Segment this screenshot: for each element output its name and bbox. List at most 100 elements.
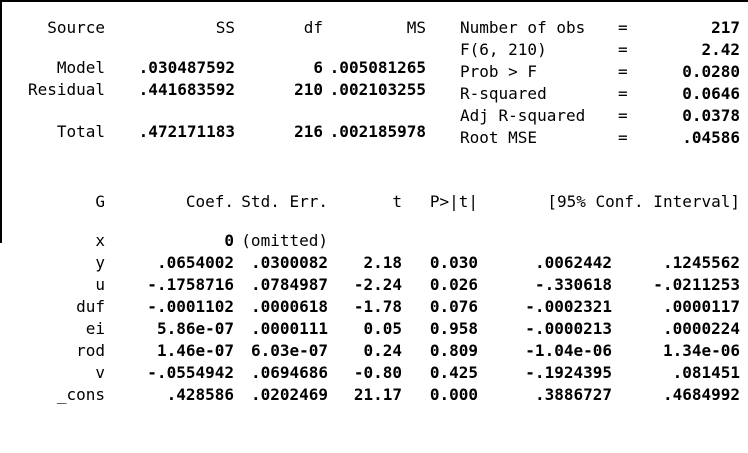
stderr-header: Std. Err. [241, 192, 328, 211]
coef-row-u: u -.1758716 .0784987 -2.24 0.026 -.33061… [0, 274, 744, 296]
p-header: P>|t| [429, 192, 478, 211]
ss-value: .441683592 [138, 80, 235, 99]
ss-value: .472171183 [138, 122, 235, 141]
stat-value: .04586 [682, 128, 740, 147]
coef-row-rod: rod 1.46e-07 6.03e-07 0.24 0.809 -1.04e-… [0, 340, 744, 362]
p-value: 0.030 [429, 253, 478, 272]
t-value: -0.80 [353, 363, 402, 382]
stat-value: 217 [711, 18, 740, 37]
ci-high-value: .0000224 [662, 319, 740, 338]
ms-value: .005081265 [329, 58, 426, 77]
coef-row-duf: duf -.0001102 .0000618 -1.78 0.076 -.000… [0, 296, 744, 318]
var-label: _cons [56, 385, 105, 404]
var-label: duf [76, 297, 105, 316]
stat-row-r-squared: R-squared = 0.0646 [460, 83, 740, 105]
anova-header-ms: MS [406, 18, 426, 37]
coef-divider [0, 0, 2, 243]
stat-label: Number of obs [460, 18, 586, 37]
source-label: Model [56, 58, 105, 77]
t-value: -1.78 [353, 297, 402, 316]
ci-high-value: 1.34e-06 [662, 341, 740, 360]
p-value: 0.000 [429, 385, 478, 404]
stderr-value: 6.03e-07 [250, 341, 328, 360]
stat-label: Adj R-squared [460, 106, 586, 125]
ci-high-value: .4684992 [662, 385, 740, 404]
df-value: 6 [313, 58, 323, 77]
var-label: ei [85, 319, 105, 338]
coef-row-v: v -.0554942 .0694686 -0.80 0.425 -.19243… [0, 362, 744, 384]
omitted-note: (omitted) [241, 231, 328, 250]
ci-header: [95% Conf. Interval] [547, 192, 740, 211]
p-value: 0.026 [429, 275, 478, 294]
ci-low-value: -.1924395 [525, 363, 612, 382]
t-value [332, 230, 406, 252]
anova-header-df: df [303, 18, 323, 37]
equals-sign: = [618, 128, 628, 147]
ci-low-value [482, 230, 616, 252]
ci-low-value: .0062442 [534, 253, 612, 272]
ci-low-value: .3886727 [534, 385, 612, 404]
anova-row-model: Model .030487592 6 .005081265 [0, 57, 430, 79]
coef-row-x: x 0 (omitted) [0, 230, 744, 252]
equals-sign: = [618, 40, 628, 59]
source-label: Residual [27, 80, 105, 99]
stat-row-root-mse: Root MSE = .04586 [460, 127, 740, 149]
stderr-value: .0000618 [250, 297, 328, 316]
coef-value: .0654002 [156, 253, 234, 272]
t-header: t [392, 192, 402, 211]
stat-label: Prob > F [460, 62, 538, 81]
stderr-value: .0202469 [250, 385, 328, 404]
coef-value: 1.46e-07 [156, 341, 234, 360]
coef-value: 0 [224, 231, 234, 250]
coef-value: -.0001102 [147, 297, 234, 316]
ci-high-value [616, 230, 744, 252]
equals-sign: = [618, 106, 628, 125]
equals-sign: = [618, 84, 628, 103]
source-label: Total [56, 122, 105, 141]
var-label: u [95, 275, 105, 294]
coef-row-ei: ei 5.86e-07 .0000111 0.05 0.958 -.000021… [0, 318, 744, 340]
stat-row-adj-r-squared: Adj R-squared = 0.0378 [460, 105, 740, 127]
coef-header: Coef. [185, 192, 234, 211]
ci-low-value: -1.04e-06 [525, 341, 612, 360]
var-label: y [95, 253, 105, 272]
stat-label: F(6, 210) [460, 40, 547, 59]
ci-high-value: -.0211253 [653, 275, 740, 294]
ci-low-value: -.0002321 [525, 297, 612, 316]
var-label: rod [76, 341, 105, 360]
t-value: 2.18 [363, 253, 402, 272]
t-value: -2.24 [353, 275, 402, 294]
ss-value: .030487592 [138, 58, 235, 77]
stat-value: 2.42 [701, 40, 740, 59]
coef-value: -.0554942 [147, 363, 234, 382]
equals-sign: = [618, 18, 628, 37]
coef-value: 5.86e-07 [156, 319, 234, 338]
t-value: 0.05 [363, 319, 402, 338]
p-value: 0.076 [429, 297, 478, 316]
stderr-value: .0694686 [250, 363, 328, 382]
df-value: 216 [294, 122, 323, 141]
stat-label: R-squared [460, 84, 547, 103]
stat-value: 0.0280 [682, 62, 740, 81]
t-value: 21.17 [353, 385, 402, 404]
p-value: 0.958 [429, 319, 478, 338]
stat-row-prob-f: Prob > F = 0.0280 [460, 61, 740, 83]
anova-header-ss: SS [215, 18, 235, 37]
ci-low-value: -.330618 [534, 275, 612, 294]
stat-row-f: F(6, 210) = 2.42 [460, 39, 740, 61]
t-value: 0.24 [363, 341, 402, 360]
ci-low-value: -.0000213 [525, 319, 612, 338]
depvar-label: G [95, 192, 105, 211]
p-value: 0.425 [429, 363, 478, 382]
anova-row-total: Total .472171183 216 .002185978 [0, 121, 430, 143]
coef-bottom-rule [0, 0, 748, 2]
p-value: 0.809 [429, 341, 478, 360]
ms-value: .002185978 [329, 122, 426, 141]
p-value [406, 230, 482, 252]
stat-value: 0.0646 [682, 84, 740, 103]
equals-sign: = [618, 62, 628, 81]
anova-header-source: Source [47, 18, 105, 37]
ms-value: .002103255 [329, 80, 426, 99]
stat-label: Root MSE [460, 128, 538, 147]
